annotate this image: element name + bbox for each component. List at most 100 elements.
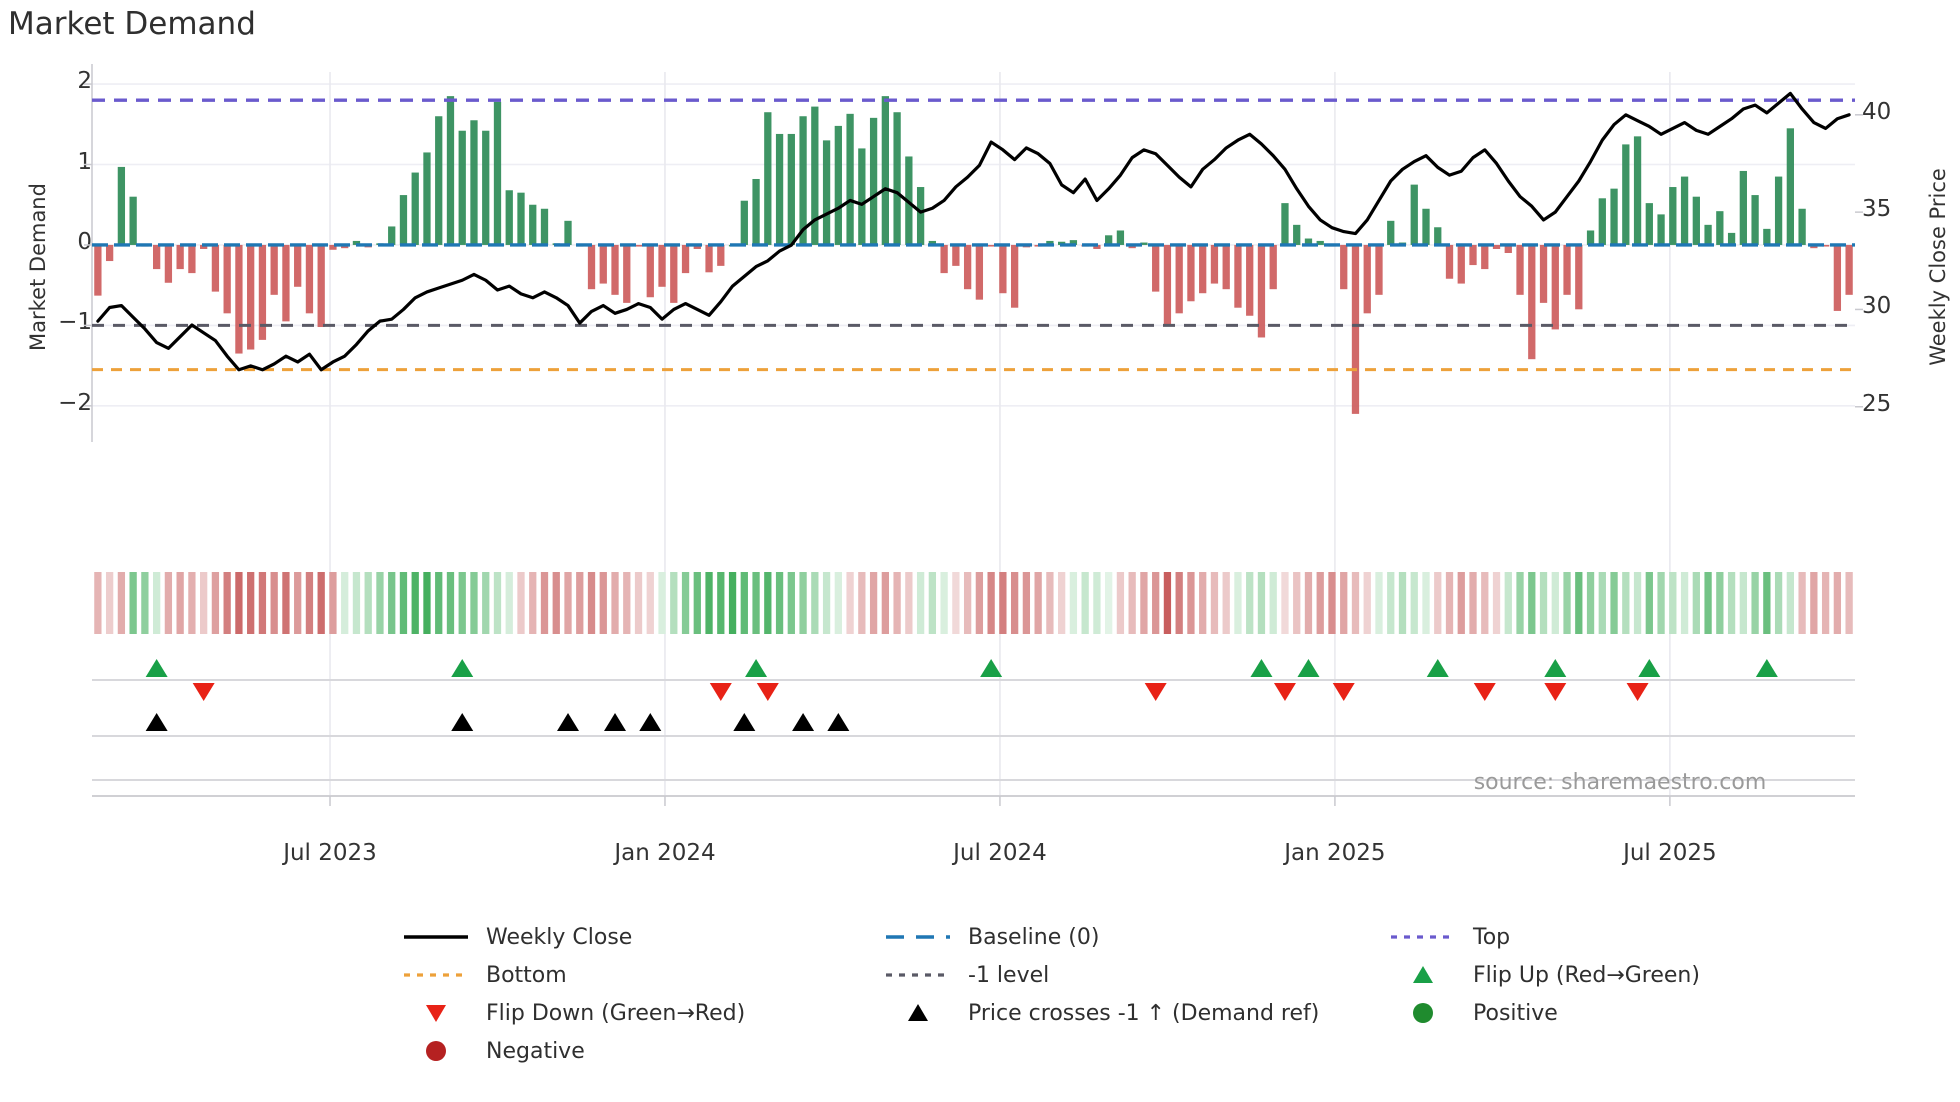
circle-icon-holder [1385, 998, 1461, 1028]
demand-bar [1351, 244, 1360, 414]
legend-item[interactable]: Flip Down (Green→Red) [398, 998, 745, 1028]
legend-item[interactable]: Positive [1385, 998, 1558, 1028]
heat-strip-cell [963, 572, 972, 634]
demand-bar [1340, 244, 1348, 290]
demand-bar [329, 244, 337, 250]
heat-strip-cell [482, 572, 490, 634]
legend-item-label: Negative [486, 1038, 585, 1064]
heat-strip-cell [1175, 572, 1183, 634]
price-cross-marker [792, 712, 815, 732]
dotted-line-icon-holder [1385, 922, 1461, 952]
source-attribution: source: sharemaestro.com [1473, 770, 1767, 795]
legend-item[interactable]: Bottom [398, 960, 567, 990]
dashed-line-icon [886, 935, 950, 939]
demand-bar [482, 130, 490, 245]
legend-item-label: Positive [1473, 1000, 1558, 1026]
heat-strip-cell [399, 572, 408, 634]
legend-item[interactable]: -1 level [880, 960, 1049, 990]
legend-item-label: Top [1473, 924, 1511, 950]
heat-strip-cell [529, 572, 537, 634]
heat-strip-cell [952, 572, 960, 634]
legend-item[interactable]: Baseline (0) [880, 922, 1099, 952]
heat-strip-cell [1093, 572, 1101, 634]
demand-bar [1633, 136, 1642, 245]
demand-bar [893, 112, 901, 245]
heat-strip-cell [1163, 572, 1172, 634]
demand-bar [1375, 244, 1383, 295]
heat-strip-cell [1422, 572, 1430, 634]
heat-strip-cell [1387, 572, 1395, 634]
flip-down-marker [756, 682, 779, 702]
heat-strip-cell [1539, 572, 1548, 634]
heat-strip-cell [693, 572, 701, 634]
demand-bar [423, 152, 431, 245]
heat-strip-cell [376, 572, 384, 634]
y-tick-right: 35 [1862, 196, 1892, 223]
heat-strip-cell [1116, 572, 1125, 634]
demand-bar [1234, 244, 1242, 308]
demand-bar [94, 244, 102, 296]
flip-down-marker [709, 682, 732, 702]
demand-bar [811, 106, 819, 245]
demand-bar [658, 244, 666, 287]
demand-bar [529, 204, 537, 245]
demand-bar [1457, 244, 1465, 284]
demand-bar [858, 148, 866, 245]
legend-item[interactable]: Top [1385, 922, 1510, 952]
heat-strip-cell [152, 572, 161, 634]
heat-strip-cell [1293, 572, 1301, 634]
heat-strip-cell [1763, 572, 1771, 634]
demand-bar [1821, 244, 1830, 247]
demand-bar [435, 116, 443, 245]
heat-strip-cell [129, 572, 137, 634]
demand-bar [834, 125, 842, 245]
heat-strip-cell [928, 572, 937, 634]
price-cross-marker [639, 712, 662, 732]
heat-strip-cell [975, 572, 984, 634]
heat-strip-cell [141, 572, 149, 634]
demand-bar [1410, 184, 1418, 245]
heat-strip-cell [1610, 572, 1618, 634]
demand-bar [963, 244, 972, 290]
heat-strip-cell [658, 572, 666, 634]
demand-bar [1281, 203, 1289, 245]
heat-strip-cell [1669, 572, 1677, 634]
heat-strip-cell [1516, 572, 1524, 634]
dotted-line-icon [1391, 935, 1455, 939]
heat-strip-cell [270, 572, 278, 634]
triangle-up-icon-holder [880, 998, 956, 1028]
heat-strip-cell [1469, 572, 1477, 634]
demand-bar [1152, 244, 1160, 292]
legend-item[interactable]: Negative [398, 1036, 585, 1066]
legend-item[interactable]: Weekly Close [398, 922, 632, 952]
heat-strip-cell [576, 572, 584, 634]
heat-strip-cell [1598, 572, 1606, 634]
heat-strip-cell [188, 572, 196, 634]
price-cross-marker [827, 712, 850, 732]
demand-bar [634, 244, 643, 247]
legend-item[interactable]: Flip Up (Red→Green) [1385, 960, 1700, 990]
y-tick-left: 0 [77, 228, 92, 255]
flip-up-marker [451, 658, 474, 678]
demand-bar [1445, 244, 1454, 279]
legend-item[interactable]: Price crosses -1 ↑ (Demand ref) [880, 998, 1319, 1028]
heat-strip-cell [423, 572, 431, 634]
demand-bar [775, 133, 784, 245]
solid-line-icon-holder [398, 922, 474, 952]
heat-strip-cell [1810, 572, 1818, 634]
heat-strip-cell [1575, 572, 1583, 634]
heat-strip-cell [317, 572, 325, 634]
heat-strip-cell [1199, 572, 1207, 634]
flip-up-marker [1755, 658, 1778, 678]
demand-bar [1387, 220, 1395, 245]
demand-bar [1187, 244, 1195, 302]
heat-strip-cell [470, 572, 478, 634]
demand-bar [1575, 244, 1583, 310]
demand-bar [1598, 198, 1606, 245]
heat-strip-cell [540, 572, 549, 634]
legend-item-label: Price crosses -1 ↑ (Demand ref) [968, 1000, 1320, 1026]
flip-up-marker [745, 658, 768, 678]
demand-bar [258, 244, 267, 340]
triangle-down-icon-holder [398, 998, 474, 1028]
demand-bar [564, 220, 572, 245]
